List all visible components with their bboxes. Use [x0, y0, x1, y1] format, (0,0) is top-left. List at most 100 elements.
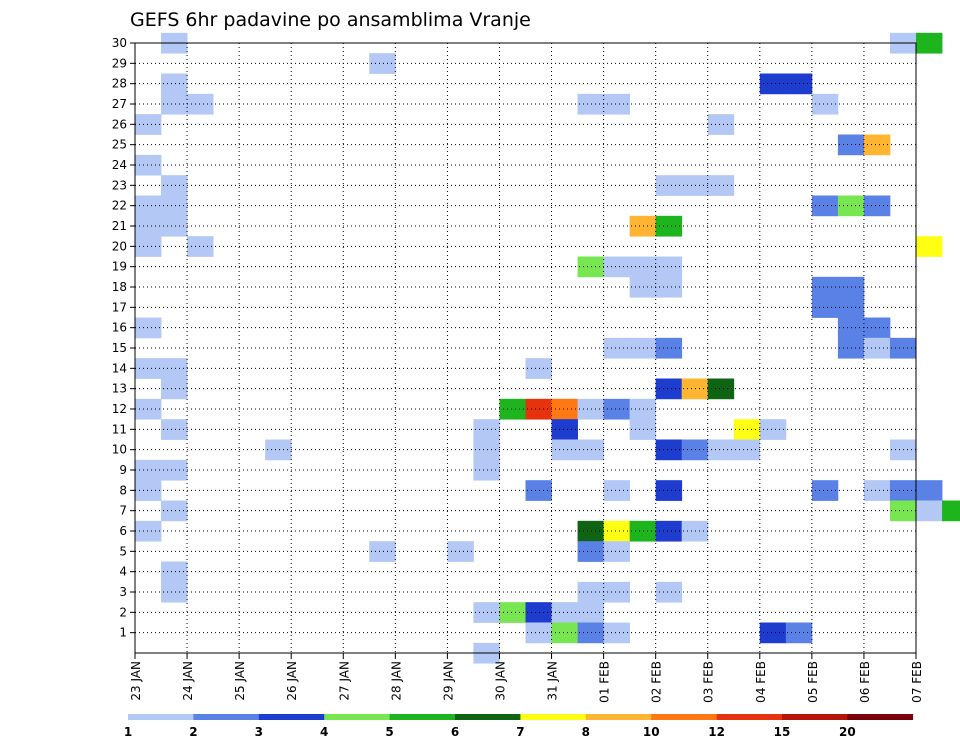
heatmap-cell — [135, 480, 162, 501]
legend-swatch — [389, 714, 456, 720]
legend-swatch — [782, 714, 848, 720]
heatmap-cell — [707, 114, 735, 135]
heatmap-cell — [603, 520, 631, 542]
y-tick-label: 18 — [112, 280, 127, 294]
heatmap-cell — [759, 622, 787, 644]
heatmap-cell — [655, 256, 683, 278]
y-tick-label: 30 — [112, 36, 127, 50]
y-tick-label: 11 — [112, 422, 127, 436]
heatmap-cell — [707, 378, 735, 400]
legend-label: 3 — [255, 725, 263, 739]
x-tick-label: 28 JAN — [389, 661, 403, 701]
heatmap-cell — [447, 541, 474, 562]
heatmap-cell — [187, 236, 214, 257]
heatmap-cell — [655, 337, 683, 359]
heatmap-cell — [863, 337, 891, 359]
heatmap-cell — [681, 175, 709, 196]
heatmap-cell — [655, 439, 683, 461]
x-tick-label: 26 JAN — [285, 661, 299, 701]
heatmap-cell — [161, 195, 188, 217]
heatmap-cell — [811, 480, 839, 501]
y-tick-label: 10 — [112, 443, 127, 457]
heatmap-cell — [577, 93, 604, 115]
legend-swatch — [847, 714, 914, 720]
heatmap-cell — [135, 195, 162, 217]
y-tick-label: 15 — [112, 341, 127, 355]
heatmap-cell — [603, 622, 631, 644]
heatmap-cell — [187, 93, 214, 115]
y-axis-labels: 1234567891011121314151617181920212223242… — [112, 36, 135, 640]
heatmap-cell — [629, 419, 657, 440]
y-tick-label: 9 — [119, 463, 127, 477]
heatmap-cell — [603, 480, 631, 501]
legend-swatch — [651, 714, 717, 720]
heatmap-cell — [811, 297, 839, 318]
heatmap-cell — [499, 398, 526, 420]
y-tick-label: 29 — [112, 56, 127, 70]
heatmap-cell — [525, 480, 552, 501]
heatmap-cell — [473, 602, 500, 623]
heatmap-cell — [551, 622, 578, 644]
heatmap-cell — [916, 480, 943, 501]
y-tick-label: 26 — [112, 117, 127, 131]
heatmap-cell — [161, 358, 188, 379]
y-tick-label: 23 — [112, 178, 127, 192]
heatmap-cell — [161, 500, 188, 522]
legend-swatch — [455, 714, 521, 720]
heatmap-cell — [629, 398, 657, 420]
heatmap-cell — [525, 398, 552, 420]
heatmap-cell — [161, 73, 188, 95]
x-tick-label: 29 JAN — [441, 661, 455, 701]
x-tick-label: 23 JAN — [129, 661, 143, 701]
x-tick-label: 30 JAN — [493, 661, 507, 701]
heatmap-cell — [577, 520, 604, 542]
y-tick-label: 17 — [112, 300, 127, 314]
legend-swatch — [585, 714, 652, 720]
y-tick-label: 14 — [112, 361, 127, 375]
heatmap-cell — [916, 500, 943, 522]
legend-label: 15 — [774, 725, 791, 739]
heatmap-cell — [135, 215, 162, 237]
legend-swatch — [193, 714, 260, 720]
heatmap-cell — [811, 276, 839, 298]
color-legend: 1 2 3 4 5 6 7 8 10 12 15 20 — [124, 714, 914, 739]
heatmap-cell — [603, 541, 631, 562]
y-tick-label: 22 — [112, 199, 127, 213]
x-tick-label: 03 FEB — [702, 661, 716, 703]
legend-label: 8 — [582, 725, 590, 739]
legend-swatch — [520, 714, 587, 720]
heatmap-cell — [161, 561, 188, 583]
heatmap-cell — [473, 459, 500, 481]
heatmap-cell — [135, 398, 162, 420]
heatmap-cell — [369, 53, 396, 74]
heatmap-cell — [525, 622, 552, 644]
heatmap-cells — [135, 32, 960, 664]
heatmap-cell — [863, 317, 891, 339]
heatmap-cell — [655, 480, 683, 501]
heatmap-cell — [655, 276, 683, 298]
heatmap-cell — [135, 154, 162, 176]
plot-frame — [134, 42, 917, 654]
y-tick-label: 3 — [119, 585, 127, 599]
heatmap-cell — [629, 337, 657, 359]
heatmap-cell — [473, 439, 500, 461]
y-tick-label: 5 — [119, 544, 127, 558]
x-tick-label: 01 FEB — [598, 661, 612, 703]
x-axis-labels: 23 JAN 24 JAN 25 JAN 26 JAN 27 JAN 28 JAN 29 J… — [129, 653, 924, 703]
heatmap-cell — [603, 93, 631, 115]
heatmap-cell — [629, 520, 657, 542]
y-tick-label: 25 — [112, 138, 127, 152]
legend-swatch — [324, 714, 390, 720]
heatmap-cell — [135, 114, 162, 135]
y-tick-label: 12 — [112, 402, 127, 416]
heatmap-cell — [551, 602, 578, 623]
x-tick-label: 02 FEB — [650, 661, 664, 703]
legend-label: 1 — [124, 725, 132, 739]
heatmap-cell — [655, 215, 683, 237]
heatmap-cell — [161, 215, 188, 237]
heatmap-cell — [655, 175, 683, 196]
grid-lines — [135, 43, 916, 653]
legend-label: 4 — [320, 725, 328, 739]
x-tick-label: 07 FEB — [910, 661, 924, 703]
